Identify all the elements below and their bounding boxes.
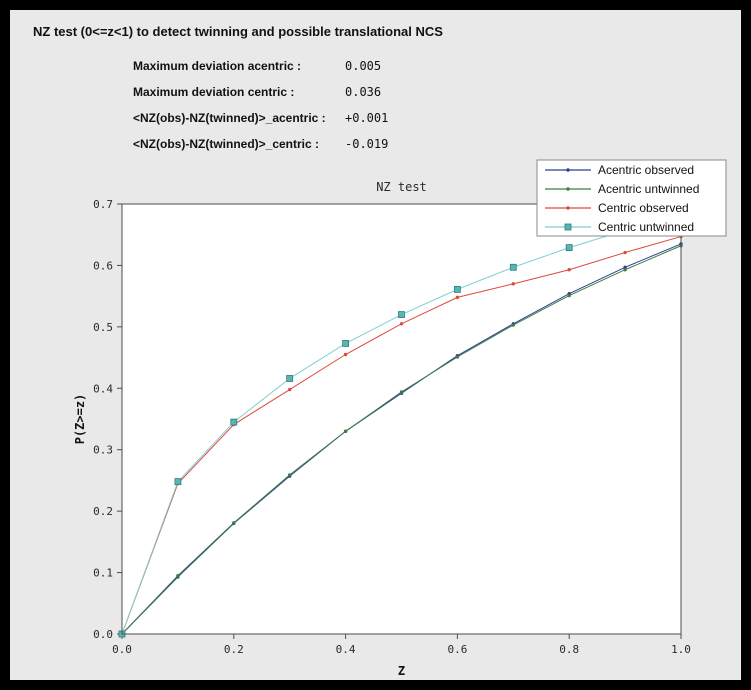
legend-label: Acentric observed — [598, 163, 694, 177]
chart-title: NZ test — [376, 180, 427, 194]
x-tick-label: 0.4 — [336, 643, 356, 656]
legend-square-marker-icon — [564, 223, 572, 231]
y-tick-label: 0.5 — [93, 321, 113, 334]
chart-axes: 0.0 0.2 0.4 0.6 0.8 1.0 0.0 0.1 0.2 0.3 0.4 0.5 0.6 0… — [73, 180, 691, 678]
stat-label-nz-diff-acentric: <NZ(obs)-NZ(twinned)>_acentric : — [133, 111, 326, 125]
y-tick-label: 0.1 — [93, 567, 113, 580]
x-tick-label: 1.0 — [671, 643, 691, 656]
stat-row: Maximum deviation centric : 0.036 — [133, 82, 388, 108]
legend-dot-marker-icon — [566, 206, 570, 210]
stat-label-max-dev-acentric: Maximum deviation acentric : — [133, 59, 302, 73]
stat-row: <NZ(obs)-NZ(twinned)>_centric : -0.019 — [133, 134, 388, 160]
y-tick-label: 0.2 — [93, 505, 113, 518]
y-axis-label: P(Z>=z) — [73, 394, 87, 445]
stat-value-nz-diff-acentric: +0.001 — [345, 111, 389, 125]
stats-block: Maximum deviation acentric : 0.005 Maximu… — [133, 56, 388, 160]
stat-value-nz-diff-centric: -0.019 — [345, 137, 389, 151]
legend-item-centric-observed: Centric observed — [545, 201, 689, 215]
legend-dot-marker-icon — [566, 168, 570, 172]
stat-value-max-dev-centric: 0.036 — [345, 85, 382, 99]
y-tick-label: 0.6 — [93, 259, 113, 272]
series-centric-untwinned — [118, 211, 685, 638]
plot-panel: NZ test (0<=z<1) to detect twinning and … — [10, 10, 741, 680]
chart-legend: Acentric observed Acentric untwinned Centr… — [536, 159, 727, 237]
y-tick-label: 0.4 — [93, 382, 113, 395]
x-tick-label: 0.8 — [559, 643, 579, 656]
stat-value-max-dev-acentric: 0.005 — [345, 59, 382, 73]
legend-label: Centric untwinned — [598, 220, 694, 234]
y-tick-label: 0.7 — [93, 198, 113, 211]
x-axis-label: Z — [398, 664, 405, 678]
legend-item-centric-untwinned: Centric untwinned — [545, 220, 694, 234]
stat-label-nz-diff-centric: <NZ(obs)-NZ(twinned)>_centric : — [133, 137, 320, 151]
legend-item-acentric-untwinned: Acentric untwinned — [545, 182, 699, 196]
stat-row: <NZ(obs)-NZ(twinned)>_acentric : +0.001 — [133, 108, 388, 134]
x-tick-label: 0.6 — [447, 643, 467, 656]
plot-frame — [121, 203, 682, 635]
x-tick-label: 0.0 — [112, 643, 132, 656]
legend-dot-marker-icon — [566, 187, 570, 191]
legend-label: Centric observed — [598, 201, 689, 215]
legend-label: Acentric untwinned — [598, 182, 699, 196]
page-title: NZ test (0<=z<1) to detect twinning and … — [33, 24, 443, 39]
stat-row: Maximum deviation acentric : 0.005 — [133, 56, 388, 82]
stat-label-max-dev-centric: Maximum deviation centric : — [133, 85, 295, 99]
legend-item-acentric-observed: Acentric observed — [545, 163, 694, 177]
y-tick-label: 0.0 — [93, 628, 113, 641]
y-tick-label: 0.3 — [93, 444, 113, 457]
x-tick-label: 0.2 — [224, 643, 244, 656]
nz-test-chart: 0.0 0.2 0.4 0.6 0.8 1.0 0.0 0.1 0.2 0.3 0.4 0.5 0.6 0… — [73, 159, 727, 678]
